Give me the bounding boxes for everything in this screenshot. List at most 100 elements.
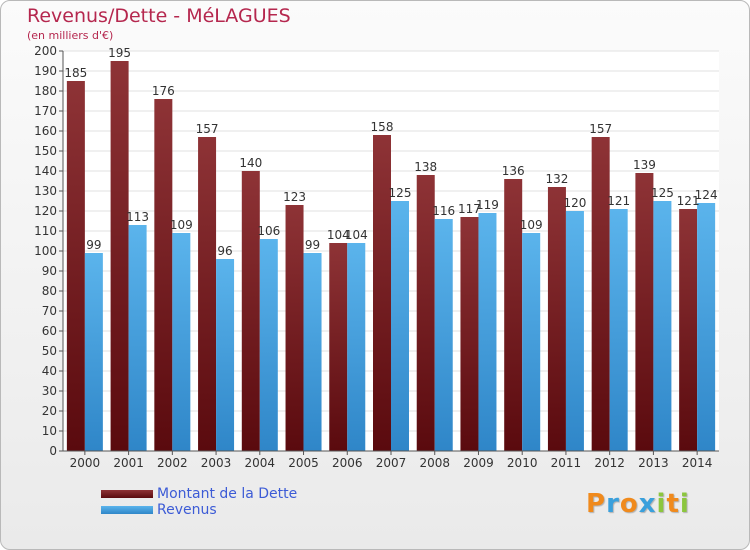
y-tick-label: 120 xyxy=(34,204,57,218)
data-label: 138 xyxy=(414,160,437,174)
data-label: 99 xyxy=(305,238,320,252)
bar-dette xyxy=(285,205,304,451)
legend-swatch-revenus xyxy=(101,506,153,514)
bar-revenus xyxy=(434,219,453,451)
bar-revenus xyxy=(172,233,191,451)
data-label: 157 xyxy=(589,122,612,136)
logo-letter: i xyxy=(656,489,667,519)
x-tick-label: 2012 xyxy=(594,456,625,470)
logo-letter: t xyxy=(666,489,680,519)
logo-letter: P xyxy=(586,489,607,519)
x-tick-label: 2001 xyxy=(113,456,144,470)
bar-dette xyxy=(66,81,85,451)
data-label: 104 xyxy=(345,228,368,242)
data-label: 113 xyxy=(126,210,149,224)
bar-dette xyxy=(329,243,348,451)
logo-letter: r xyxy=(606,489,620,519)
y-tick-label: 20 xyxy=(42,404,57,418)
y-tick-label: 60 xyxy=(42,324,57,338)
bar-revenus xyxy=(391,201,409,451)
proxiti-logo: Proxiti xyxy=(586,489,690,519)
y-tick-label: 80 xyxy=(42,284,57,298)
data-label: 109 xyxy=(170,218,193,232)
bar-revenus xyxy=(522,233,541,451)
x-tick-label: 2011 xyxy=(551,456,582,470)
data-label: 176 xyxy=(152,84,175,98)
bar-dette xyxy=(154,99,173,451)
logo-letter: i xyxy=(679,489,690,519)
x-tick-label: 2006 xyxy=(332,456,363,470)
y-tick-label: 190 xyxy=(34,64,57,78)
data-label: 123 xyxy=(283,190,306,204)
y-tick-label: 110 xyxy=(34,224,57,238)
bar-revenus xyxy=(697,203,716,451)
x-tick-label: 2008 xyxy=(419,456,450,470)
bar-revenus xyxy=(565,211,584,451)
data-label: 132 xyxy=(545,172,568,186)
bar-dette xyxy=(110,61,129,451)
data-label: 136 xyxy=(502,164,525,178)
data-label: 157 xyxy=(196,122,219,136)
bar-revenus xyxy=(303,253,322,451)
y-tick-label: 40 xyxy=(42,364,57,378)
bar-dette xyxy=(679,209,698,451)
bar-revenus xyxy=(609,209,628,451)
data-label: 106 xyxy=(257,224,280,238)
y-tick-label: 100 xyxy=(34,244,57,258)
bar-revenus xyxy=(128,225,147,451)
x-tick-label: 2002 xyxy=(157,456,188,470)
data-label: 104 xyxy=(327,228,350,242)
y-tick-label: 160 xyxy=(34,124,57,138)
data-label: 117 xyxy=(458,202,481,216)
bar-revenus xyxy=(84,253,103,451)
bar-revenus xyxy=(653,201,672,451)
bar-dette xyxy=(373,135,391,451)
data-label: 120 xyxy=(563,196,586,210)
logo-letter: o xyxy=(619,489,639,519)
data-label: 139 xyxy=(633,158,656,172)
x-tick-label: 2013 xyxy=(638,456,669,470)
y-tick-label: 10 xyxy=(42,424,57,438)
y-tick-label: 0 xyxy=(49,444,57,458)
y-tick-label: 70 xyxy=(42,304,57,318)
bar-dette xyxy=(198,137,217,451)
y-tick-label: 140 xyxy=(34,164,57,178)
bar-revenus xyxy=(216,259,235,451)
data-label: 119 xyxy=(476,198,499,212)
data-label: 158 xyxy=(371,120,394,134)
chart-subtitle: (en milliers d'€) xyxy=(27,29,114,42)
y-tick-label: 200 xyxy=(34,44,57,58)
data-label: 195 xyxy=(108,46,131,60)
bar-dette xyxy=(504,179,523,451)
data-label: 124 xyxy=(695,188,718,202)
x-tick-label: 2007 xyxy=(376,456,407,470)
x-tick-label: 2009 xyxy=(463,456,494,470)
x-tick-label: 2004 xyxy=(245,456,276,470)
data-label: 185 xyxy=(64,66,87,80)
bar-dette xyxy=(591,137,610,451)
axes: 0 10 20 30 40 50 60 70 80 90 100 110 120 130 140 150 160… xyxy=(34,44,719,470)
y-tick-label: 180 xyxy=(34,84,57,98)
bar-dette xyxy=(547,187,566,451)
data-label: 109 xyxy=(520,218,543,232)
y-tick-label: 30 xyxy=(42,384,57,398)
y-tick-label: 150 xyxy=(34,144,57,158)
x-tick-label: 2003 xyxy=(201,456,232,470)
bar-revenus xyxy=(478,213,497,451)
data-label: 125 xyxy=(389,186,412,200)
data-label: 121 xyxy=(677,194,700,208)
data-label: 99 xyxy=(86,238,101,252)
x-tick-label: 2005 xyxy=(288,456,319,470)
y-tick-label: 90 xyxy=(42,264,57,278)
bars xyxy=(66,61,716,451)
legend-label-revenus: Revenus xyxy=(157,502,217,518)
data-label: 116 xyxy=(432,204,455,218)
logo-letter: x xyxy=(638,489,657,519)
data-label: 125 xyxy=(651,186,674,200)
bar-revenus xyxy=(347,243,366,451)
y-tick-label: 170 xyxy=(34,104,57,118)
x-tick-label: 2014 xyxy=(682,456,713,470)
data-label: 121 xyxy=(607,194,630,208)
